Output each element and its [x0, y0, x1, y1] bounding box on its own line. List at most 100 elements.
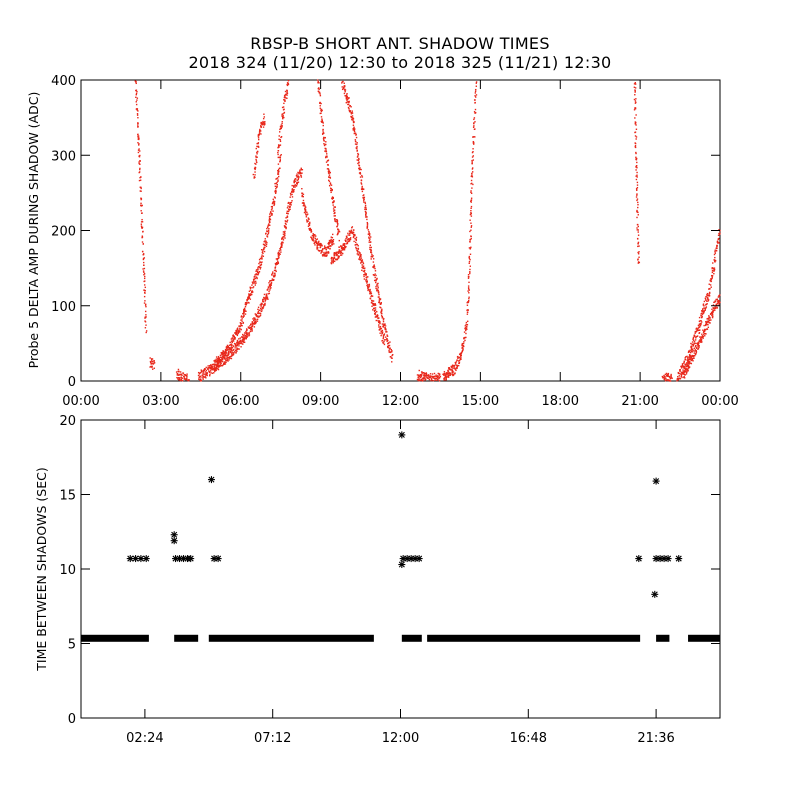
amplitude-point [340, 249, 342, 252]
amplitude-point [663, 374, 665, 377]
amplitude-point [432, 375, 434, 378]
interval-point [126, 555, 134, 563]
amplitude-point [342, 248, 344, 250]
amplitude-point [347, 234, 349, 236]
amplitude-point [714, 250, 716, 253]
amplitude-point [383, 318, 385, 320]
amplitude-point [361, 187, 364, 190]
amplitude-point [370, 258, 372, 260]
amplitude-point [694, 349, 696, 351]
amplitude-point [231, 341, 233, 343]
amplitude-point [342, 247, 344, 249]
amplitude-point [687, 364, 689, 367]
amplitude-point [391, 351, 393, 353]
amplitude-point [302, 193, 305, 196]
amplitude-point [320, 120, 323, 123]
amplitude-point [200, 371, 203, 373]
amplitude-point [336, 233, 339, 236]
amplitude-point [204, 373, 207, 375]
amplitude-point [473, 111, 476, 113]
amplitude-point [214, 364, 216, 367]
interval-point [187, 555, 195, 563]
amplitude-point [298, 175, 300, 178]
amplitude-point [340, 254, 342, 256]
amplitude-point [221, 364, 224, 367]
amplitude-point [277, 179, 279, 181]
amplitude-point [333, 243, 335, 245]
amplitude-point [714, 309, 716, 311]
amplitude-point [705, 306, 708, 308]
amplitude-point [359, 253, 361, 255]
amplitude-point [199, 378, 202, 380]
amplitude-point [262, 255, 265, 257]
amplitude-point [692, 336, 695, 338]
amplitude-point [465, 329, 467, 331]
amplitude-point [634, 142, 636, 144]
amplitude-point [249, 289, 252, 291]
amplitude-point [719, 301, 721, 304]
amplitude-point [334, 258, 337, 260]
amplitude-point [281, 236, 284, 238]
interval-point [170, 531, 178, 539]
amplitude-point [312, 236, 315, 238]
amplitude-point [139, 168, 141, 171]
amplitude-point [329, 183, 332, 185]
amplitude-point [323, 254, 326, 256]
amplitude-point [316, 245, 318, 247]
amplitude-point [302, 201, 304, 204]
amplitude-point [470, 212, 473, 215]
amplitude-point [323, 136, 325, 139]
amplitude-point [254, 277, 256, 280]
amplitude-point [243, 341, 246, 343]
amplitude-point [377, 321, 380, 324]
amplitude-point [685, 365, 687, 367]
amplitude-point [346, 95, 348, 98]
amplitude-point [186, 373, 188, 375]
amplitude-point [694, 339, 697, 341]
amplitude-point [370, 250, 372, 252]
amplitude-point [635, 175, 637, 177]
amplitude-point [338, 231, 341, 233]
amplitude-point [364, 273, 366, 276]
amplitude-point [286, 83, 288, 86]
amplitude-point [712, 312, 714, 314]
amplitude-point [253, 322, 255, 324]
amplitude-point [288, 209, 290, 211]
amplitude-point [278, 254, 280, 257]
amplitude-point [460, 358, 462, 360]
amplitude-point [294, 178, 297, 180]
amplitude-point [254, 321, 257, 324]
amplitude-point [634, 83, 637, 85]
amplitude-point [380, 310, 383, 313]
amplitude-point [250, 286, 252, 289]
amplitude-point [374, 276, 376, 279]
amplitude-point [376, 315, 378, 317]
amplitude-point [306, 214, 308, 216]
amplitude-point [352, 127, 354, 130]
amplitude-point [447, 367, 450, 369]
amplitude-point [244, 334, 246, 337]
amplitude-point [633, 109, 636, 111]
amplitude-point [228, 356, 231, 358]
amplitude-point [389, 347, 391, 349]
amplitude-point [255, 147, 257, 150]
amplitude-point [359, 258, 362, 261]
amplitude-point [134, 80, 137, 82]
amplitude-point [251, 281, 254, 283]
amplitude-point [277, 253, 280, 255]
amplitude-point [228, 349, 230, 351]
amplitude-point [443, 377, 446, 379]
amplitude-point [326, 155, 328, 157]
amplitude-point [714, 260, 716, 263]
amplitude-point [305, 216, 308, 218]
amplitude-point [357, 248, 360, 250]
amplitude-point [461, 343, 463, 346]
amplitude-point [299, 169, 301, 171]
amplitude-point [244, 309, 246, 311]
amplitude-point [703, 307, 705, 309]
amplitude-point [286, 221, 288, 223]
amplitude-point [705, 304, 707, 306]
amplitude-point [271, 213, 273, 215]
amplitude-point [269, 285, 272, 288]
amplitude-point [282, 113, 284, 115]
